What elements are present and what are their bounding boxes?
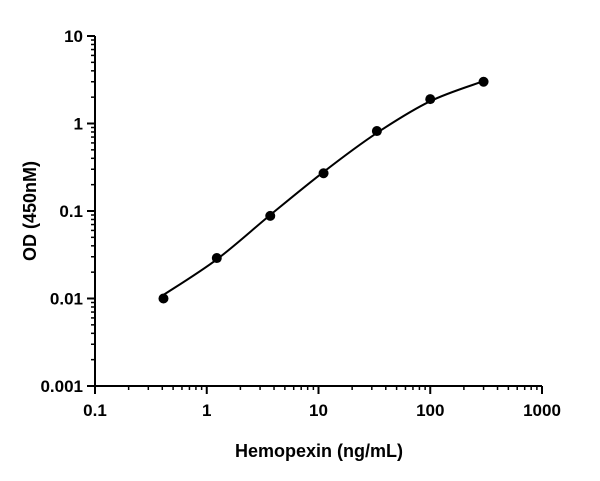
- axes: 0.001 0.01 0.1 1 10 0.1 1 10 100 1000: [40, 27, 560, 420]
- data-point: [158, 293, 169, 304]
- x-axis-label: Hemopexin (ng/mL): [235, 441, 403, 461]
- x-tick-label: 100: [416, 401, 444, 420]
- data-point: [478, 76, 489, 87]
- x-tick-label: 1: [202, 401, 211, 420]
- y-tick-label: 0.01: [50, 290, 83, 309]
- data-point: [425, 94, 436, 105]
- y-tick-label: 1: [74, 115, 83, 134]
- y-axis-label: OD (450nM): [20, 161, 40, 261]
- data-point: [318, 168, 329, 179]
- y-tick-label: 0.001: [40, 377, 83, 396]
- fit-curve-layer: [162, 80, 484, 296]
- y-tick-label: 0.1: [59, 202, 83, 221]
- y-tick-label: 10: [64, 27, 83, 46]
- x-tick-label: 0.1: [83, 401, 107, 420]
- x-tick-label: 10: [309, 401, 328, 420]
- data-point: [265, 210, 276, 221]
- data-points-layer: [158, 76, 489, 304]
- data-point: [211, 253, 222, 264]
- fit-curve: [162, 80, 484, 296]
- data-point: [371, 126, 382, 137]
- x-tick-label: 1000: [523, 401, 561, 420]
